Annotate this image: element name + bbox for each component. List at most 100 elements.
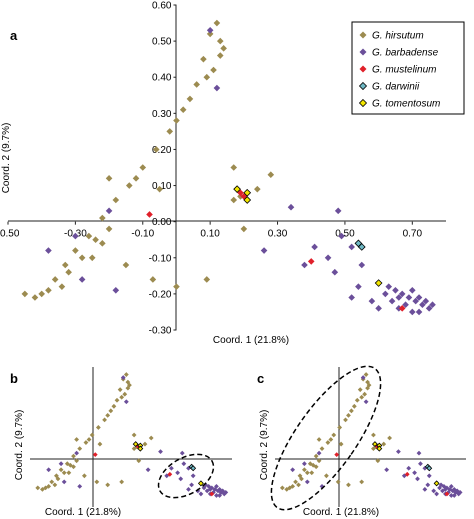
panel-c-point-g-barbadense <box>416 450 422 456</box>
panel-c-point-g-hirsutum <box>346 412 351 418</box>
panel-c-point-g-hirsutum <box>335 479 341 485</box>
panel-a-point-g-hirsutum <box>92 236 99 244</box>
panel-c-point-g-hirsutum <box>359 479 365 485</box>
panel-a-point-g-hirsutum <box>58 283 66 290</box>
panel-b-point-g-tomentosum <box>137 445 144 452</box>
panel-a-point-g-hirsutum <box>51 276 59 283</box>
panel-c-point-g-barbadense <box>304 479 310 485</box>
panel-c-point-g-hirsutum <box>328 437 334 442</box>
panel-a-point-g-barbadense <box>425 305 433 312</box>
panel-a-point-g-barbadense <box>112 286 120 294</box>
panel-a-point-g-hirsutum <box>203 73 211 81</box>
panel-a-point-g-hirsutum <box>230 164 238 171</box>
panel-a-point-g-hirsutum <box>156 185 163 193</box>
panel-a-point-g-hirsutum <box>45 286 52 294</box>
panel-a-point-g-barbadense <box>395 305 403 312</box>
panel-b-point-g-hirsutum <box>131 432 137 438</box>
panel-a-point-g-barbadense <box>429 301 436 309</box>
panel-a-point-g-hirsutum <box>112 196 120 204</box>
panel-a-y-tick-label: -0.10 <box>149 253 172 264</box>
panel-c-point-g-hirsutum <box>351 403 357 409</box>
panel-b-point-g-hirsutum <box>81 473 87 479</box>
panel-a-y-tick-label: 0.10 <box>152 181 172 192</box>
panel-c-point-g-hirsutum <box>359 394 365 400</box>
panel-a-point-g-tomentosum <box>374 279 383 287</box>
panel-c-point-g-hirsutum <box>338 441 344 447</box>
panel-b-point-g-barbadense <box>120 375 126 380</box>
panel-c-point-g-barbadense <box>437 485 442 491</box>
panel-a-y-tick-label: -0.30 <box>149 326 172 337</box>
panel-a-point-g-barbadense <box>105 207 113 215</box>
panel-c-point-g-barbadense <box>431 488 437 494</box>
panel-b-point-g-hirsutum <box>97 441 103 447</box>
panel-b-point-g-barbadense <box>186 465 191 471</box>
panel-a-point-g-hirsutum <box>213 19 221 27</box>
panel-a-point-g-hirsutum <box>193 81 200 88</box>
panel-c-point-g-barbadense <box>384 467 390 473</box>
panel-b-point-g-barbadense <box>145 467 151 473</box>
panel-a-point-g-barbadense <box>348 294 355 301</box>
panel-c-point-g-hirsutum <box>365 379 370 385</box>
panel-a-x-tick-label: -0.50 <box>0 229 20 240</box>
panel-a-point-g-barbadense <box>385 283 393 290</box>
panel-a-point-g-barbadense <box>392 286 399 294</box>
panel-b-point-g-hirsutum <box>55 476 61 482</box>
panel-a-point-g-barbadense <box>395 294 403 301</box>
panel-b-letter: b <box>10 371 18 386</box>
panel-c-points <box>279 372 463 498</box>
panel-c-point-g-hirsutum <box>357 387 363 393</box>
panel-a-x-label: Coord. 1 (21.8%) <box>213 335 289 346</box>
panel-c-point-g-barbadense <box>448 493 454 498</box>
panel-a-point-g-barbadense <box>412 297 419 305</box>
panel-c-point-g-hirsutum <box>362 391 368 397</box>
panel-c-point-g-hirsutum <box>375 458 381 464</box>
panel-c-point-g-barbadense <box>440 488 445 494</box>
panel-a-y-tick-label: 0.00 <box>152 217 172 228</box>
panel-a-point-g-barbadense <box>382 290 389 298</box>
panel-b-point-g-barbadense <box>175 470 181 476</box>
panel-a-y-tick-label: 0.20 <box>152 145 172 156</box>
legend-marker-g-darwinii <box>358 81 368 91</box>
panel-b-point-g-hirsutum <box>102 417 107 423</box>
panel-a-point-g-hirsutum <box>203 276 211 283</box>
panel-a-point-g-barbadense <box>368 297 376 305</box>
panel-b-point-g-hirsutum <box>71 464 76 470</box>
panel-b-point-g-hirsutum <box>122 391 128 397</box>
panel-a-y-tick-label: -0.20 <box>149 289 172 300</box>
panel-c-point-g-hirsutum <box>296 482 301 488</box>
panel-a-x-tick-label: 0.70 <box>403 229 423 240</box>
panel-a-x-tick-label: 0.50 <box>335 229 355 240</box>
panel-b-point-g-hirsutum <box>77 446 83 451</box>
panel-a-point-g-barbadense <box>334 207 342 215</box>
panel-c-point-g-hirsutum <box>290 483 296 489</box>
panel-c-point-g-barbadense <box>360 375 366 380</box>
panel-b-point-g-hirsutum <box>49 479 55 485</box>
panel-a-point-g-barbadense <box>419 301 426 309</box>
panel-c-point-g-hirsutum <box>284 487 290 492</box>
panel-a-point-g-hirsutum <box>149 276 157 283</box>
legend-marker-g-mustelinum <box>359 65 367 73</box>
panel-a-point-g-hirsutum <box>230 196 238 204</box>
panel-b-point-g-hirsutum <box>66 470 72 476</box>
panel-a: a -0.30-0.20-0.100.000.100.200.300.400.5… <box>0 1 465 346</box>
panel-b-point-g-hirsutum <box>89 432 95 438</box>
panel-a-point-g-barbadense <box>338 232 345 240</box>
panel-c-point-g-tomentosum <box>376 445 383 452</box>
panel-a-point-g-hirsutum <box>237 193 244 200</box>
panel-b-point-g-barbadense <box>178 476 184 482</box>
panel-c-point-g-hirsutum <box>319 446 325 451</box>
panel-a-point-g-hirsutum <box>31 294 39 301</box>
panel-b-point-g-hirsutum <box>142 441 148 447</box>
panel-c-point-g-hirsutum <box>279 485 285 491</box>
panel-b-point-g-hirsutum <box>74 458 80 464</box>
panel-c-point-g-hirsutum <box>381 441 387 447</box>
panel-c-point-g-barbadense <box>301 461 307 467</box>
panel-a-point-g-mustelinum <box>307 258 315 265</box>
panel-a-point-g-mustelinum <box>398 305 406 312</box>
panel-c-point-g-hirsutum <box>297 473 303 479</box>
panel-c-point-g-hirsutum <box>313 453 319 459</box>
panel-b-point-g-hirsutum <box>136 458 142 464</box>
panel-b-points <box>35 372 229 498</box>
panel-a-point-g-tomentosum <box>243 188 252 197</box>
panel-c-point-g-barbadense <box>422 487 428 492</box>
